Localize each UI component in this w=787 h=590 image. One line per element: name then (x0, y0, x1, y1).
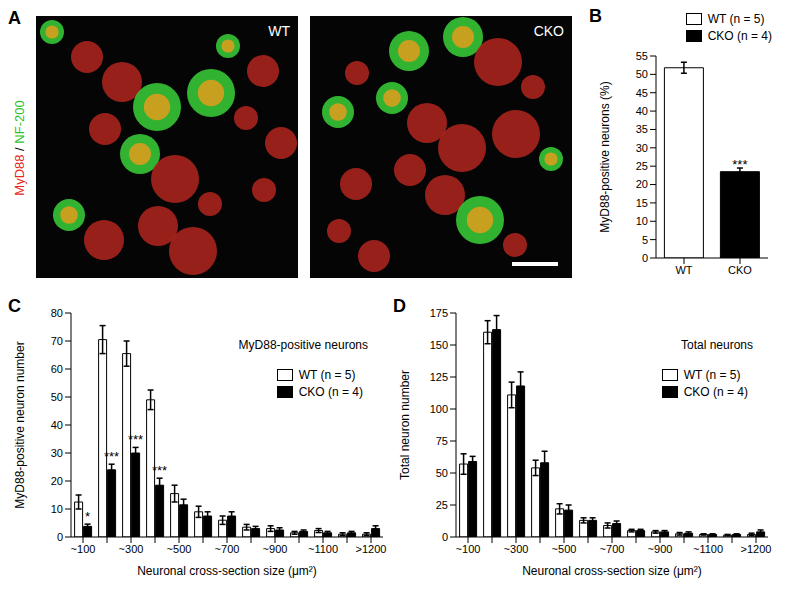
svg-text:~900: ~900 (263, 543, 288, 555)
svg-text:CKO: CKO (728, 264, 752, 276)
svg-text:MyD88-positive neurons (%): MyD88-positive neurons (%) (598, 81, 612, 232)
svg-text:MyD88 / NF-200: MyD88 / NF-200 (12, 100, 27, 195)
svg-text:75: 75 (436, 435, 448, 447)
html-text:Total neurons: Total neurons (681, 338, 753, 352)
svg-text:50: 50 (436, 467, 448, 479)
html-text:C: C (8, 296, 21, 316)
svg-text:***: *** (152, 463, 167, 478)
svg-text:~300: ~300 (119, 543, 144, 555)
svg-text:20: 20 (636, 178, 648, 190)
svg-text:10: 10 (636, 215, 648, 227)
html-text:WT (n = 5): WT (n = 5) (707, 12, 765, 26)
svg-text:30: 30 (636, 142, 648, 154)
svg-text:50: 50 (51, 391, 63, 403)
svg-text:~900: ~900 (648, 543, 673, 555)
svg-text:55: 55 (636, 50, 648, 62)
svg-text:Neuronal cross-section size (μ: Neuronal cross-section size (μm²) (522, 564, 702, 578)
svg-text:*: * (85, 509, 90, 524)
svg-text:100: 100 (430, 403, 448, 415)
svg-text:70: 70 (51, 335, 63, 347)
svg-text:WT: WT (675, 264, 692, 276)
svg-text:0: 0 (442, 531, 448, 543)
svg-text:60: 60 (51, 363, 63, 375)
svg-text:***: *** (104, 449, 119, 464)
svg-text:>1200: >1200 (741, 543, 772, 555)
svg-text:0: 0 (642, 252, 648, 264)
svg-text:50: 50 (636, 68, 648, 80)
svg-text:150: 150 (430, 339, 448, 351)
svg-text:***: *** (128, 432, 143, 447)
svg-text:~300: ~300 (504, 543, 529, 555)
svg-text:~500: ~500 (167, 543, 192, 555)
svg-text:40: 40 (51, 419, 63, 431)
svg-text:30: 30 (51, 447, 63, 459)
svg-text:15: 15 (636, 197, 648, 209)
html-text:WT (n = 5): WT (n = 5) (298, 368, 356, 382)
svg-text:~100: ~100 (71, 543, 96, 555)
svg-text:~1100: ~1100 (693, 543, 723, 555)
html-text:CKO (n = 4): CKO (n = 4) (707, 29, 772, 43)
svg-text:MyD88-positive neuron number: MyD88-positive neuron number (13, 341, 27, 508)
svg-text:Total neuron number: Total neuron number (398, 370, 412, 480)
svg-text:Neuronal cross-section size (μ: Neuronal cross-section size (μm²) (137, 564, 317, 578)
svg-text:45: 45 (636, 87, 648, 99)
svg-text:175: 175 (430, 307, 448, 319)
html-text:CKO (n = 4): CKO (n = 4) (298, 385, 363, 399)
svg-text:5: 5 (642, 234, 648, 246)
svg-text:25: 25 (636, 160, 648, 172)
svg-text:10: 10 (51, 503, 63, 515)
html-text:CKO (n = 4): CKO (n = 4) (683, 385, 748, 399)
svg-text:~1100: ~1100 (308, 543, 338, 555)
svg-text:125: 125 (430, 371, 448, 383)
svg-text:25: 25 (436, 499, 448, 511)
html-text:D: D (393, 296, 406, 316)
svg-text:35: 35 (636, 123, 648, 135)
html-text:MyD88-positive neurons: MyD88-positive neurons (238, 338, 368, 352)
svg-text:~700: ~700 (600, 543, 625, 555)
svg-text:A: A (8, 8, 21, 28)
svg-text:40: 40 (636, 105, 648, 117)
svg-text:~100: ~100 (456, 543, 481, 555)
svg-text:***: *** (732, 157, 747, 172)
svg-text:CKO: CKO (534, 23, 564, 39)
svg-text:80: 80 (51, 307, 63, 319)
svg-text:~700: ~700 (215, 543, 240, 555)
svg-text:~500: ~500 (552, 543, 577, 555)
svg-text:20: 20 (51, 475, 63, 487)
svg-text:0: 0 (57, 531, 63, 543)
svg-text:>1200: >1200 (356, 543, 387, 555)
html-text:B: B (589, 6, 602, 26)
svg-text:WT: WT (268, 23, 290, 39)
html-text:WT (n = 5): WT (n = 5) (683, 368, 741, 382)
